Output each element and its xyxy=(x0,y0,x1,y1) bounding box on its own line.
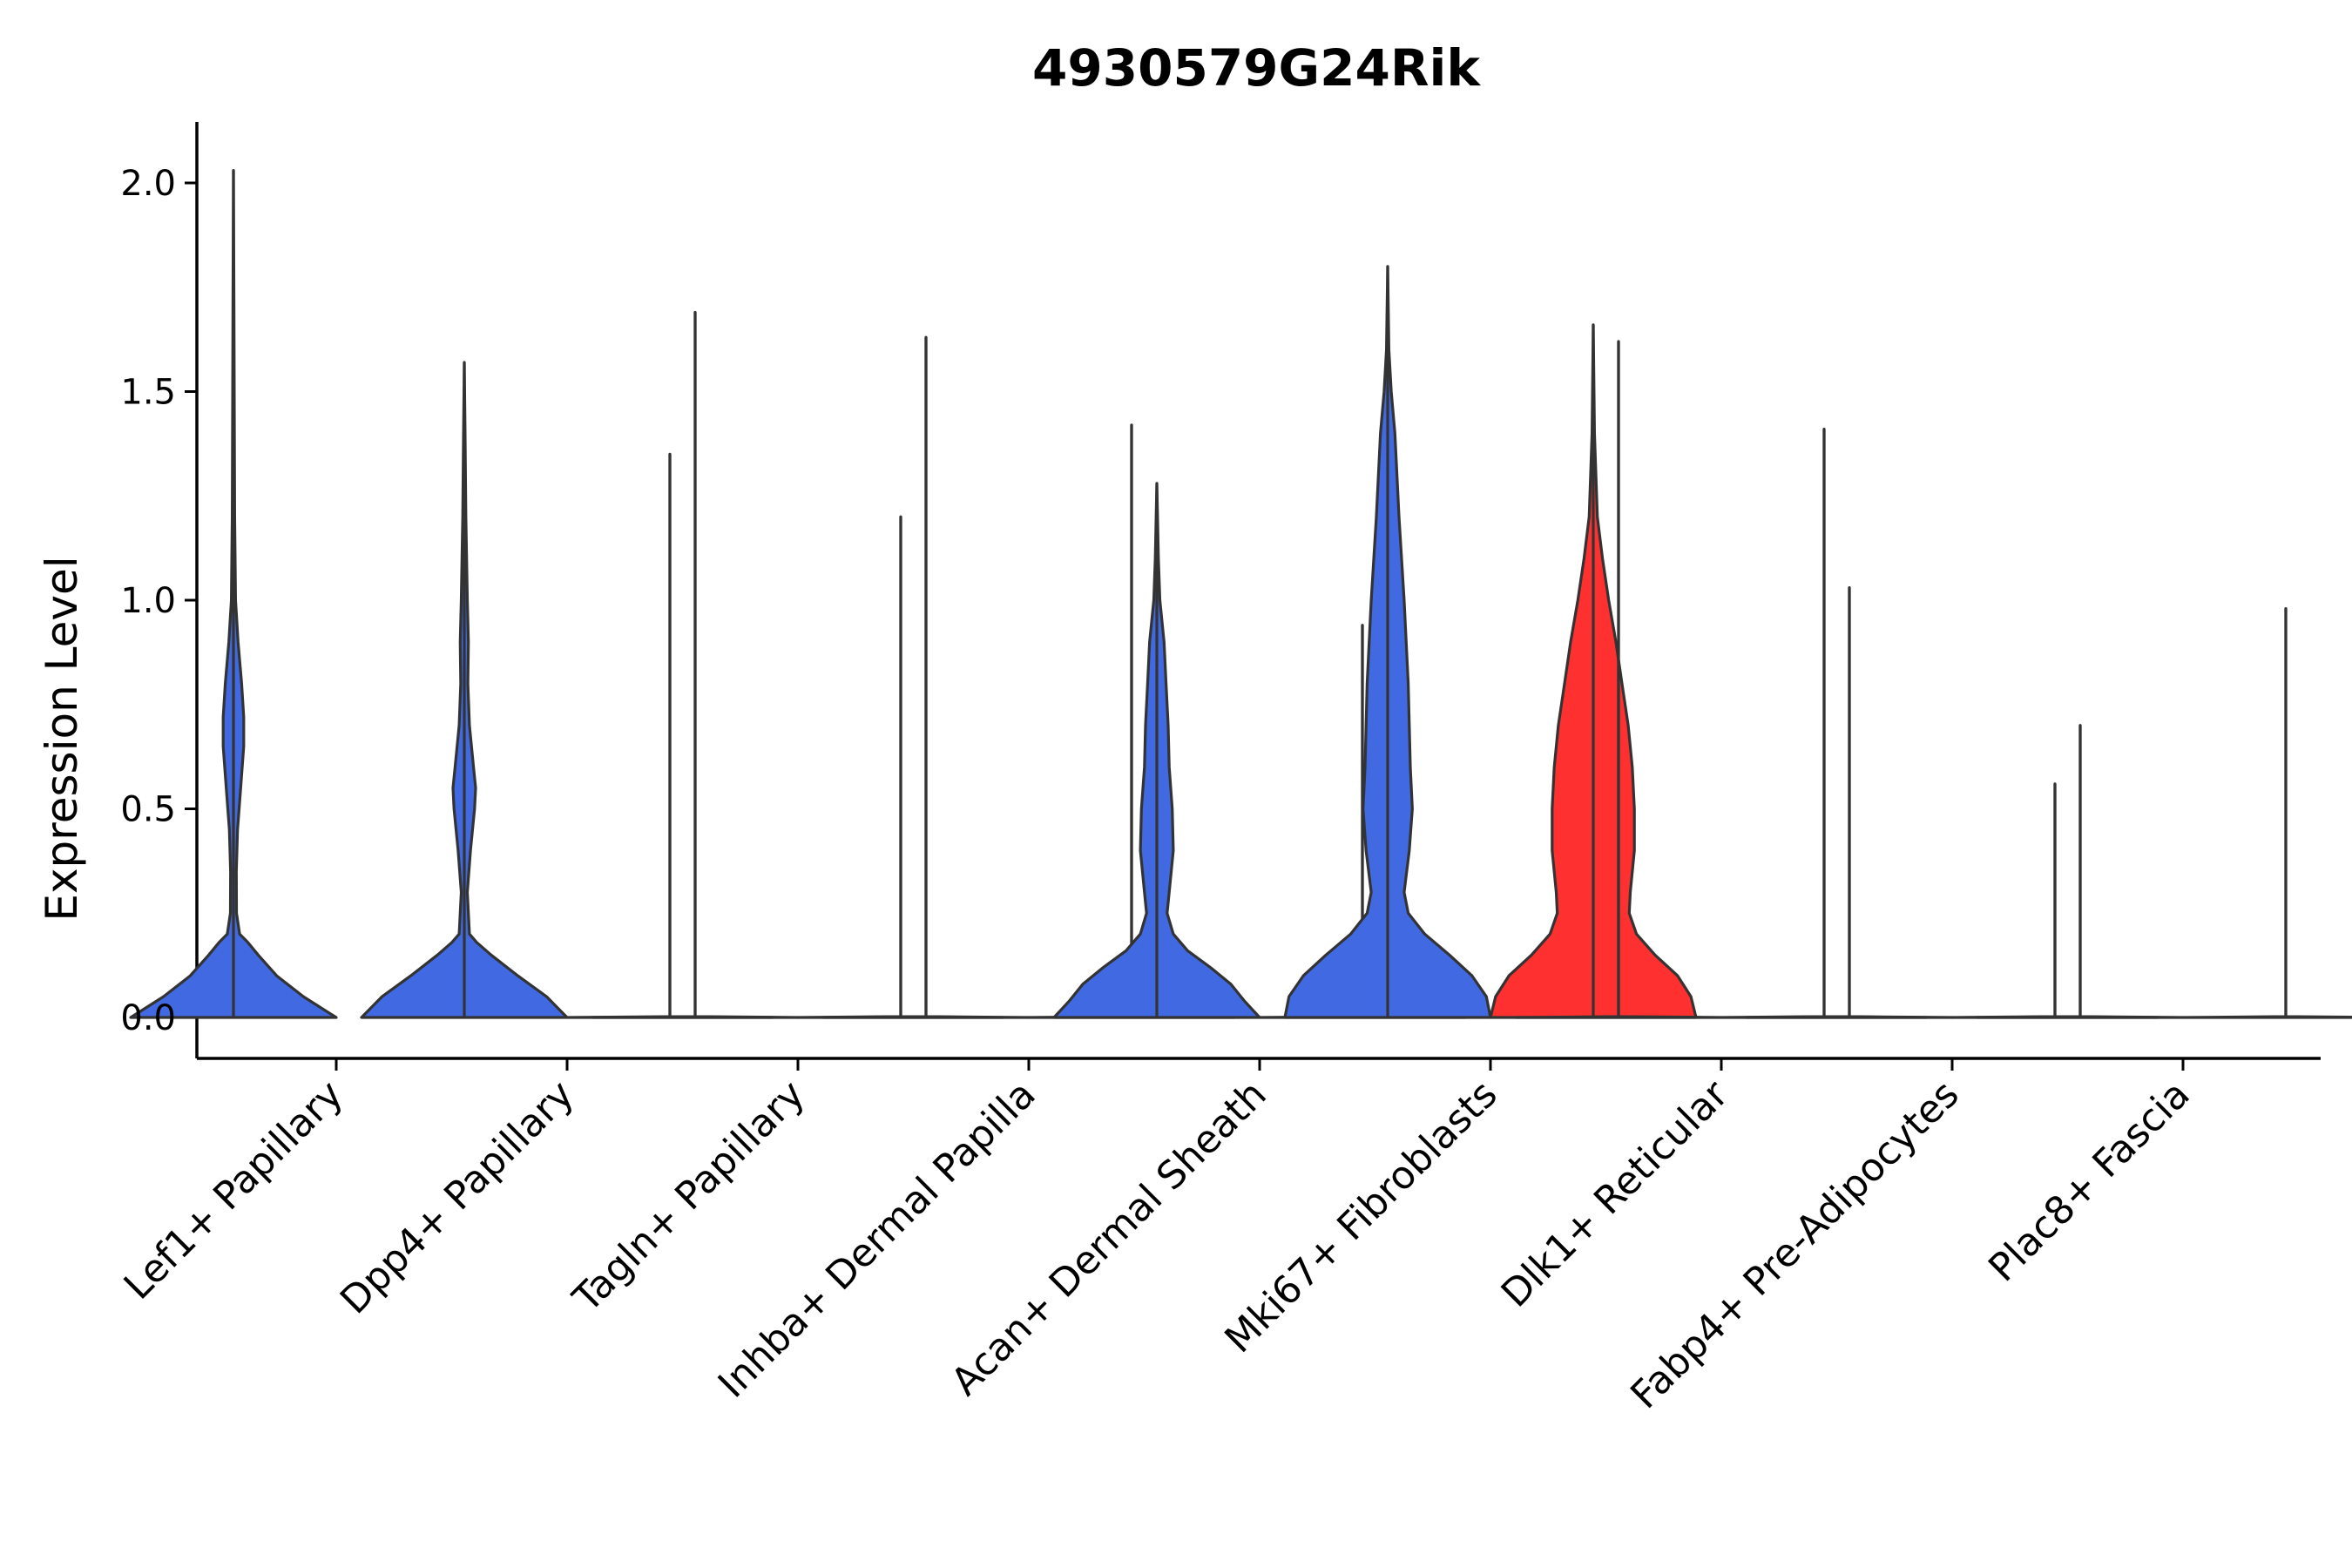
y-tick-label: 0.0 xyxy=(120,998,176,1038)
x-category-label: Lef1+ Papillary xyxy=(116,1072,352,1308)
violins xyxy=(129,169,2352,1019)
x-category-label: Dlk1+ Reticular xyxy=(1493,1071,1738,1316)
y-axis-label: Expression Level xyxy=(37,556,87,921)
y-tick-label: 1.5 xyxy=(120,373,176,413)
x-category-label: Plac8+ Fascia xyxy=(1980,1072,2199,1291)
y-tick-label: 2.0 xyxy=(120,164,176,204)
y-tick-label: 0.5 xyxy=(120,790,176,830)
y-tick-label: 1.0 xyxy=(120,581,176,621)
violin-plac8-fascia-1 xyxy=(2181,607,2352,1019)
x-category-label: Dpp4+ Papillary xyxy=(332,1072,583,1323)
x-category-label: Tagln+ Papillary xyxy=(564,1072,814,1321)
tick-labels: 0.0 0.5 1.0 1.5 2.0 xyxy=(120,164,176,1038)
chart-title: 4930579G24Rik xyxy=(1032,38,1481,98)
axes xyxy=(185,122,2321,1071)
